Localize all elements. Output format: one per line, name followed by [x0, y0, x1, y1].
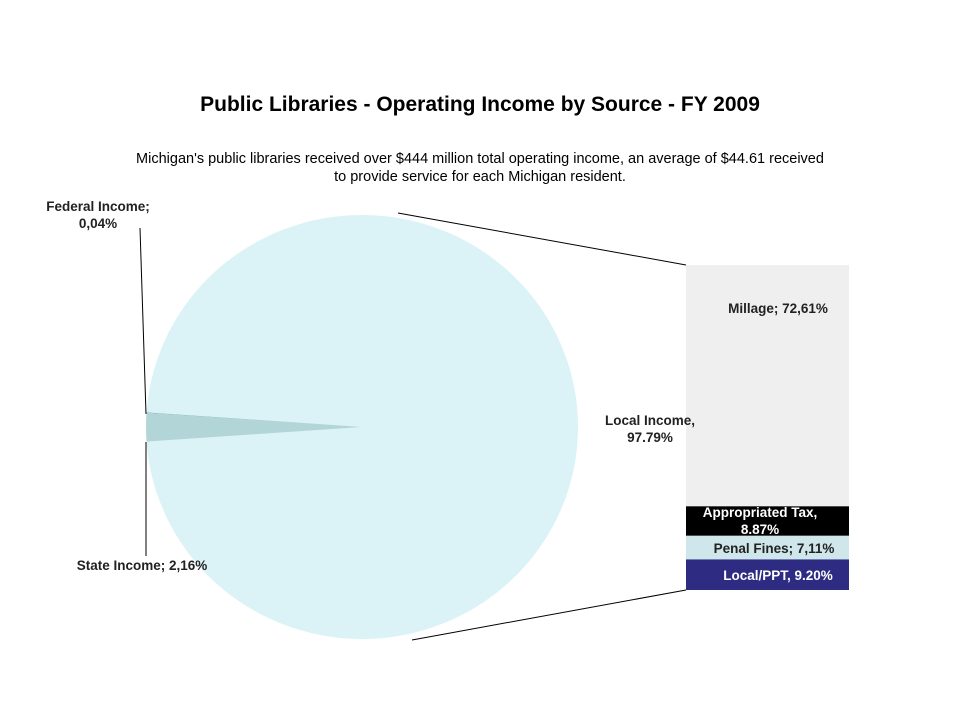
bar-segment-penal-fines	[686, 535, 849, 560]
bar-segment-local-ppt	[686, 559, 849, 590]
pie-label-federal-income: Federal Income; 0,04%	[46, 199, 150, 231]
pie-slice-federal-income	[146, 412, 362, 427]
connector-line	[411, 589, 687, 641]
connector-line	[397, 212, 687, 266]
bar-label-appropriated-tax: Appropriated Tax, 8.87%	[703, 505, 818, 537]
bar-label-millage: Millage; 72,61%	[728, 301, 828, 316]
bar-label-penal-fines: Penal Fines; 7,11%	[714, 541, 835, 556]
bar-label-local-ppt: Local/PPT, 9.20%	[723, 568, 833, 583]
pie-label-local-income: Local Income, 97.79%	[605, 413, 695, 445]
bar-segment-appropriated-tax	[686, 506, 849, 536]
pie-label-state-income: State Income; 2,16%	[77, 558, 208, 573]
leader-line	[139, 227, 147, 415]
chart-title: Public Libraries - Operating Income by S…	[200, 93, 760, 116]
bar-segment-millage	[686, 265, 849, 507]
pie-slice-local-income	[146, 215, 578, 639]
chart-subtitle: Michigan's public libraries received ove…	[136, 151, 824, 185]
pie-slice-state-income	[146, 412, 362, 442]
